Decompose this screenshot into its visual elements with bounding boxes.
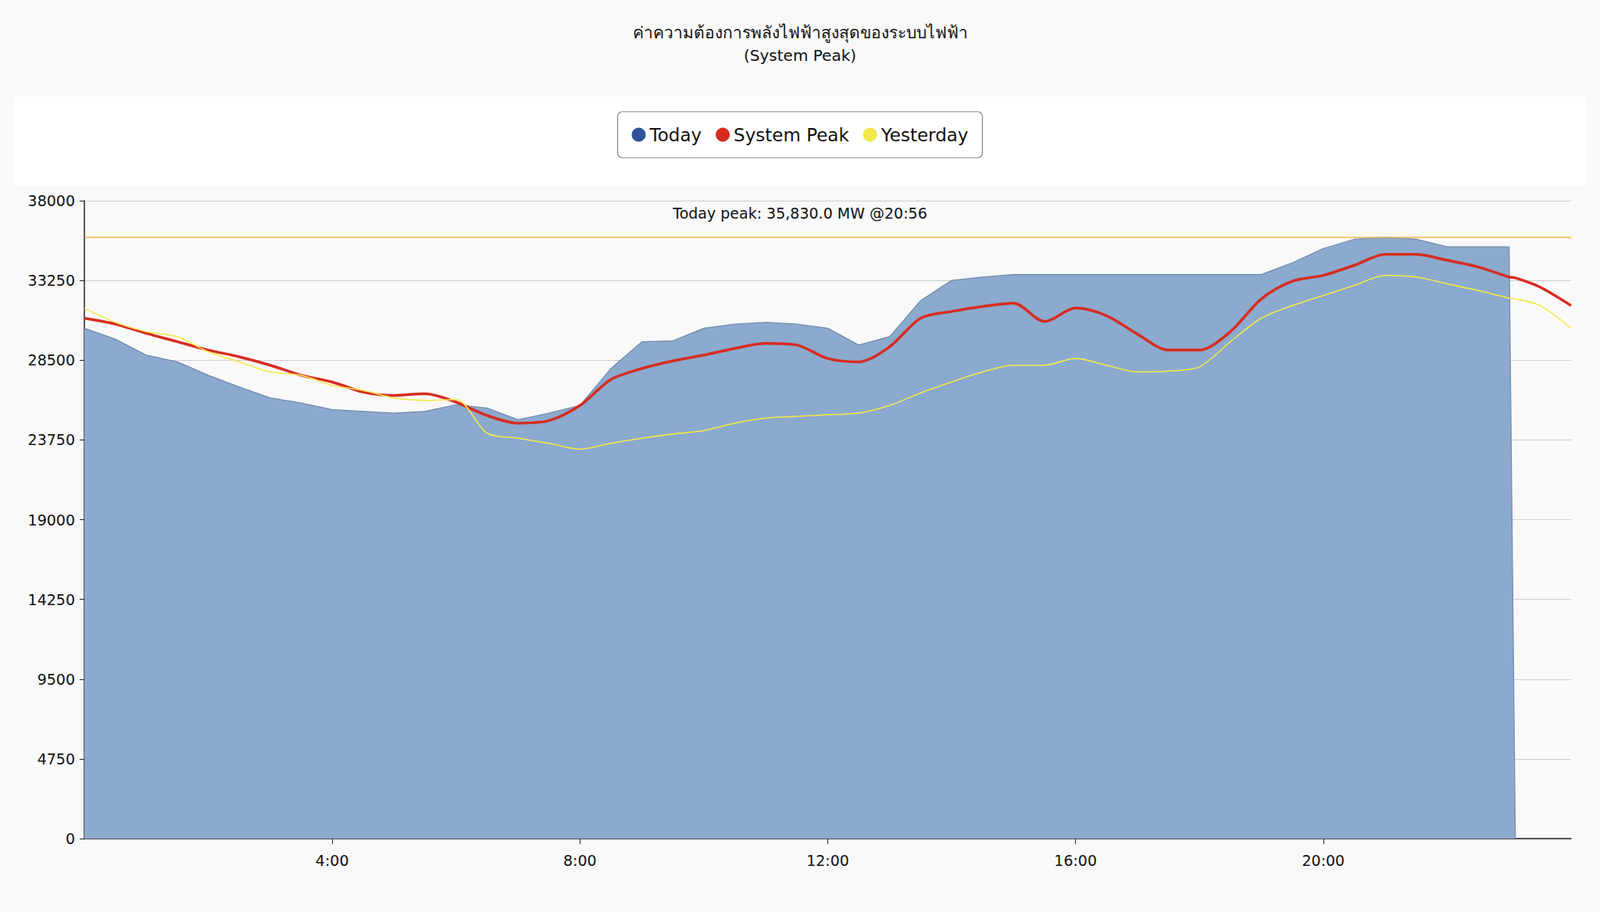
svg-text:12:00: 12:00 (806, 852, 850, 870)
svg-text:4750: 4750 (37, 750, 75, 768)
svg-text:(System Peak): (System Peak) (743, 46, 857, 65)
svg-text:4:00: 4:00 (315, 852, 350, 870)
svg-text:System Peak: System Peak (733, 125, 850, 146)
svg-text:0: 0 (65, 830, 75, 848)
svg-text:28500: 28500 (28, 351, 75, 369)
svg-text:Yesterday: Yesterday (880, 125, 969, 146)
svg-text:16:00: 16:00 (1053, 852, 1097, 870)
svg-text:Today: Today (649, 125, 703, 146)
svg-text:19000: 19000 (28, 511, 75, 529)
svg-text:38000: 38000 (28, 192, 75, 210)
svg-text:33250: 33250 (28, 271, 75, 290)
svg-text:8:00: 8:00 (563, 852, 597, 870)
svg-text:ค่าความต้องการพลังไฟฟ้าสูงสุดข: ค่าความต้องการพลังไฟฟ้าสูงสุดของระบบไฟฟ้… (632, 23, 968, 43)
svg-text:14250: 14250 (28, 591, 75, 609)
svg-text:20:00: 20:00 (1301, 852, 1345, 870)
svg-text:23750: 23750 (28, 431, 75, 449)
svg-text:Today peak: 35,830.0 MW @20:56: Today peak: 35,830.0 MW @20:56 (671, 204, 927, 222)
svg-text:9500: 9500 (37, 671, 75, 689)
